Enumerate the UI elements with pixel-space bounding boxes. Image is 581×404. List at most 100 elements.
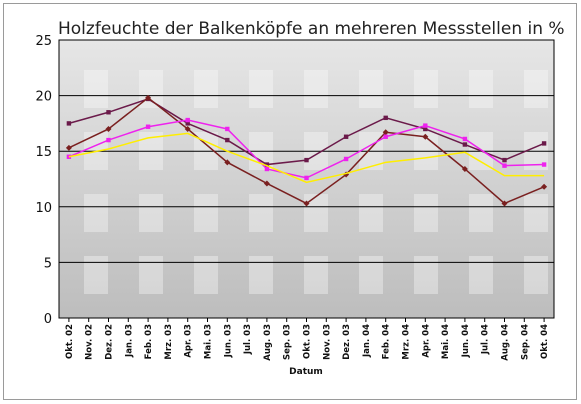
data-point — [304, 175, 309, 181]
photo-window — [469, 256, 493, 294]
y-tick-label: 20 — [35, 90, 52, 105]
photo-window — [524, 194, 548, 232]
x-tick-label: Apr. 04 — [421, 324, 431, 358]
series-group — [65, 94, 548, 207]
data-point — [423, 126, 428, 132]
x-tick-label: Aug. 04 — [501, 324, 511, 361]
data-point — [382, 129, 389, 136]
x-tick-label: Sep. 03 — [283, 324, 293, 360]
data-point — [224, 159, 231, 166]
data-point — [185, 121, 190, 126]
series-line — [68, 132, 545, 184]
photo-window — [359, 70, 383, 108]
x-tick-label: Feb. 03 — [144, 324, 154, 359]
y-tick-label: 10 — [35, 201, 52, 216]
x-tick-label: Jan. 04 — [362, 324, 372, 358]
data-point — [185, 117, 190, 123]
x-tick-label: Okt. 03 — [303, 324, 313, 359]
data-point — [145, 124, 151, 129]
chart-title: Holzfeuchte der Balkenköpfe an mehreren … — [58, 19, 565, 39]
y-tick-label: 15 — [35, 145, 52, 160]
data-point — [422, 133, 429, 140]
x-tick-label: Apr. 03 — [184, 324, 194, 358]
x-tick-label: Mrz. 03 — [164, 324, 174, 360]
data-point — [502, 163, 507, 168]
data-point — [383, 134, 388, 139]
photo-window — [304, 70, 328, 108]
x-tick-label: Sep. 04 — [520, 324, 530, 360]
x-tick-label: Mai. 04 — [441, 324, 451, 359]
x-axis: Okt. 02 Nov. 02 Dez. 02 Jan. 03 Feb. 03 Mrz. … — [65, 318, 550, 361]
photo-window — [194, 70, 218, 108]
photo-window — [194, 256, 218, 294]
data-point — [383, 115, 388, 121]
series-3 — [66, 117, 547, 181]
data-point — [462, 142, 468, 147]
x-tick-label: Jun. 04 — [461, 324, 471, 358]
x-tick-label: Jul. 03 — [243, 324, 253, 355]
data-point — [106, 137, 111, 143]
data-point — [303, 200, 310, 207]
data-point — [461, 165, 468, 172]
photo-window — [359, 194, 383, 232]
photo-window — [84, 194, 108, 232]
photo-window — [414, 256, 438, 294]
y-axis: 0 5 10 15 20 25 — [35, 34, 52, 327]
y-tick-label: 25 — [35, 34, 52, 49]
data-point — [541, 162, 547, 167]
data-point — [343, 134, 349, 139]
y-tick-label: 5 — [44, 256, 52, 271]
data-point — [65, 144, 72, 151]
photo-window — [139, 256, 163, 294]
photo-window — [524, 70, 548, 108]
data-point — [225, 137, 230, 143]
series-4 — [68, 132, 545, 184]
photo-window — [249, 256, 273, 294]
x-tick-label: Okt. 04 — [540, 324, 550, 359]
data-point — [66, 121, 72, 126]
data-point — [263, 180, 270, 187]
photo-window — [304, 256, 328, 294]
series-2 — [65, 94, 548, 207]
photo-window — [414, 194, 438, 232]
data-point — [501, 200, 508, 207]
photo-window — [414, 70, 438, 108]
x-tick-label: Okt. 02 — [65, 324, 75, 359]
x-tick-label: Dez. 03 — [342, 324, 352, 360]
data-point — [462, 136, 468, 142]
x-tick-label: Mai. 03 — [204, 324, 214, 359]
data-point — [423, 123, 428, 128]
x-tick-label: Jan. 03 — [124, 324, 134, 358]
photo-window — [304, 194, 328, 232]
data-point — [106, 110, 111, 115]
photo-window — [469, 194, 493, 232]
x-tick-label: Nov. 02 — [85, 324, 95, 360]
x-tick-label: Jun. 03 — [223, 324, 233, 358]
data-point — [541, 183, 548, 190]
x-tick-label: Aug. 03 — [263, 324, 273, 361]
photo-window — [194, 194, 218, 232]
data-point — [105, 125, 112, 132]
data-point — [541, 141, 547, 146]
data-point — [145, 94, 152, 101]
y-tick-label: 0 — [44, 312, 52, 327]
data-point — [66, 154, 72, 159]
data-point — [225, 126, 230, 132]
data-point — [343, 156, 349, 162]
data-point — [184, 125, 191, 132]
x-tick-label: Jul. 04 — [481, 324, 491, 355]
x-tick-label: Mrz. 04 — [402, 324, 412, 360]
photo-window — [359, 256, 383, 294]
photo-window — [524, 256, 548, 294]
photo-window — [84, 70, 108, 108]
chart-frame: Holzfeuchte der Balkenköpfe an mehreren … — [3, 3, 577, 400]
line-chart: Holzfeuchte der Balkenköpfe an mehreren … — [35, 19, 565, 377]
data-point — [264, 162, 270, 167]
x-tick-label: Feb. 04 — [382, 324, 392, 359]
data-point — [304, 157, 309, 163]
photo-window — [249, 194, 273, 232]
photo-window — [249, 70, 273, 108]
photo-window — [139, 194, 163, 232]
x-axis-label: Datum — [289, 367, 323, 377]
x-tick-label: Nov. 03 — [322, 324, 332, 360]
